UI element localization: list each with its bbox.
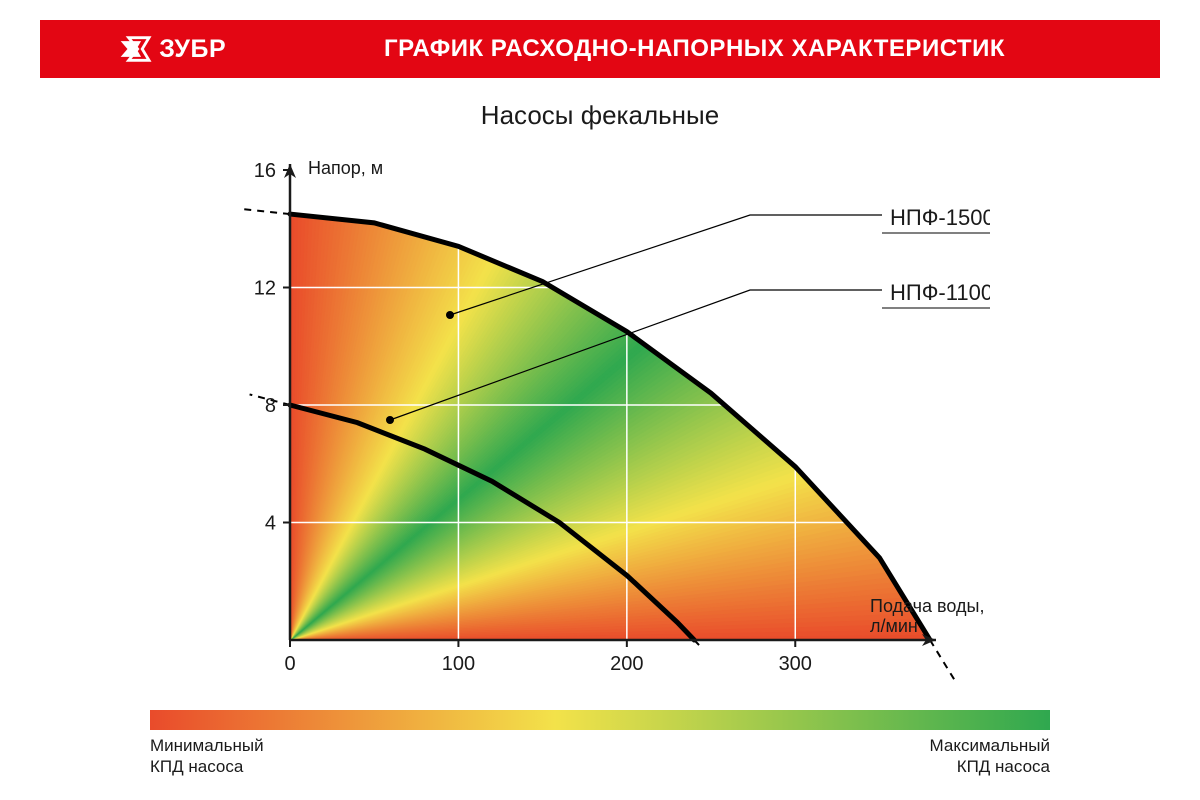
- svg-text:200: 200: [610, 653, 643, 675]
- chart-title: Насосы фекальные: [0, 100, 1200, 131]
- header-title: ГРАФИК РАСХОДНО-НАПОРНЫХ ХАРАКТЕРИСТИК: [360, 20, 1160, 78]
- pump-chart: НПФ-1500-Р НПФ-1100-Р 0 100 200 300 4 8 12 16 Напо…: [230, 140, 990, 680]
- svg-text:НПФ-1100-Р: НПФ-1100-Р: [890, 280, 990, 305]
- svg-text:Подача воды,: Подача воды,: [870, 596, 984, 616]
- svg-text:Напор, м: Напор, м: [308, 158, 383, 178]
- legend-min-line1: Минимальный: [150, 736, 264, 755]
- brand-text: ЗУБР: [159, 35, 226, 63]
- header-bar: ЗУБР ГРАФИК РАСХОДНО-НАПОРНЫХ ХАРАКТЕРИС…: [40, 20, 1160, 78]
- svg-text:НПФ-1500-Р: НПФ-1500-Р: [890, 205, 990, 230]
- legend-min-label: Минимальный КПД насоса: [150, 735, 264, 778]
- svg-text:300: 300: [779, 653, 812, 675]
- legend-max-label: Максимальный КПД насоса: [930, 735, 1050, 778]
- legend-max-line1: Максимальный: [930, 736, 1050, 755]
- svg-text:4: 4: [265, 513, 276, 535]
- svg-text:8: 8: [265, 395, 276, 417]
- legend-min-line2: КПД насоса: [150, 757, 243, 776]
- efficiency-legend-bar: [150, 710, 1050, 730]
- zubr-logo-icon: ЗУБР: [115, 32, 285, 66]
- svg-text:16: 16: [254, 160, 276, 182]
- svg-text:л/мин: л/мин: [870, 616, 918, 636]
- svg-text:100: 100: [442, 653, 475, 675]
- svg-text:0: 0: [284, 653, 295, 675]
- brand-logo: ЗУБР: [40, 20, 360, 78]
- svg-text:12: 12: [254, 278, 276, 300]
- legend-max-line2: КПД насоса: [957, 757, 1050, 776]
